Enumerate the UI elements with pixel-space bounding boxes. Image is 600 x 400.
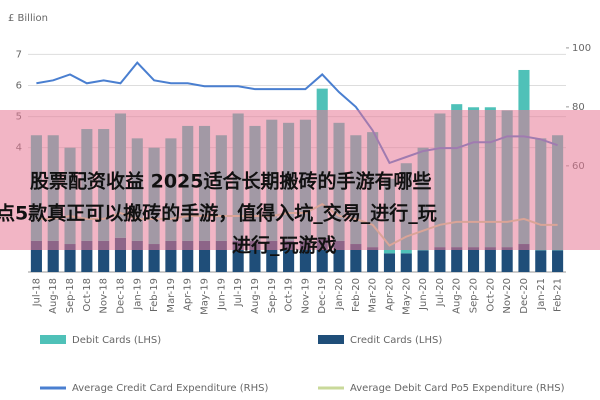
legend-label: Average Debit Card Po5 Expenditure (RHS) bbox=[350, 383, 565, 394]
x-tick-label: Sep-19 bbox=[267, 278, 278, 313]
x-tick-label: Dec-18 bbox=[115, 278, 126, 314]
bar bbox=[215, 240, 227, 272]
bar bbox=[249, 240, 261, 272]
overlay-banner bbox=[0, 110, 600, 250]
bar bbox=[283, 240, 295, 272]
bar bbox=[417, 250, 429, 272]
x-tick-label: May-20 bbox=[401, 278, 412, 315]
bar bbox=[266, 240, 278, 272]
bar bbox=[552, 250, 564, 272]
legend-label: Average Credit Card Expenditure (RHS) bbox=[72, 383, 268, 394]
x-tick-label: Feb-19 bbox=[149, 278, 160, 312]
x-tick-label: Nov-20 bbox=[502, 278, 513, 314]
x-tick-label: Jan-19 bbox=[132, 278, 143, 311]
bar bbox=[182, 240, 194, 272]
x-tick-label: Jul-20 bbox=[435, 278, 446, 307]
overlay-text: 进行_玩游戏 bbox=[232, 234, 337, 257]
x-tick-label: Oct-19 bbox=[284, 278, 295, 312]
x-tick-label: Mar-20 bbox=[368, 278, 379, 313]
x-tick-label: Apr-19 bbox=[183, 278, 194, 311]
legend-label: Debit Cards (LHS) bbox=[72, 335, 161, 346]
overlay-text: 点5款真正可以搬砖的手游，值得入坑_交易_进行_玩 bbox=[0, 202, 437, 225]
bar bbox=[198, 240, 211, 272]
x-tick-label: Aug-18 bbox=[48, 278, 59, 314]
x-tick-label: Jun-19 bbox=[216, 278, 227, 311]
bar bbox=[232, 240, 244, 272]
legend-label: Credit Cards (LHS) bbox=[350, 335, 442, 346]
x-tick-label: Aug-20 bbox=[452, 278, 463, 314]
x-tick-label: Nov-18 bbox=[99, 278, 110, 314]
bar bbox=[467, 247, 480, 272]
bar bbox=[535, 250, 547, 272]
y2-tick-label: 80 bbox=[572, 102, 585, 113]
bar bbox=[350, 244, 362, 272]
bar bbox=[81, 240, 93, 272]
bar bbox=[451, 247, 463, 272]
legend-swatch bbox=[40, 335, 66, 344]
x-tick-label: Nov-19 bbox=[300, 278, 311, 314]
bar bbox=[299, 240, 311, 272]
x-tick-label: Oct-18 bbox=[82, 278, 93, 312]
x-tick-label: Feb-20 bbox=[351, 278, 362, 312]
bar bbox=[383, 253, 396, 272]
y-axis-label: £ Billion bbox=[8, 13, 48, 24]
x-tick-label: May-19 bbox=[200, 278, 211, 315]
bar bbox=[148, 244, 160, 272]
x-tick-label: Aug-19 bbox=[250, 278, 261, 314]
bar bbox=[316, 237, 328, 272]
bar bbox=[518, 244, 530, 272]
x-tick-label: Sep-18 bbox=[65, 278, 76, 313]
bar bbox=[333, 240, 345, 272]
x-tick-label: Sep-20 bbox=[469, 278, 480, 313]
bar bbox=[165, 240, 177, 272]
x-tick-label: Mar-19 bbox=[166, 278, 177, 313]
bar bbox=[484, 247, 496, 272]
x-tick-label: Dec-19 bbox=[317, 278, 328, 314]
y-tick-label: 7 bbox=[16, 49, 22, 60]
x-tick-label: Jan-20 bbox=[334, 278, 345, 311]
bar bbox=[98, 240, 110, 272]
x-tick-label: Oct-20 bbox=[485, 278, 496, 312]
bar bbox=[367, 247, 379, 272]
bar bbox=[64, 244, 76, 272]
x-tick-label: Apr-20 bbox=[384, 278, 395, 311]
x-tick-label: Jul-18 bbox=[31, 278, 42, 307]
x-tick-label: Feb-21 bbox=[553, 278, 564, 312]
x-tick-label: Jun-20 bbox=[418, 278, 429, 311]
overlay-text: 股票配资收益 2025适合长期搬砖的手游有哪些 bbox=[30, 170, 432, 193]
bar bbox=[400, 253, 412, 272]
x-tick-label: Jan-21 bbox=[536, 278, 547, 311]
bar bbox=[131, 240, 143, 272]
bar bbox=[434, 247, 446, 272]
bar bbox=[47, 240, 59, 272]
bar bbox=[501, 247, 513, 272]
y2-tick-label: 100 bbox=[572, 43, 591, 54]
bar bbox=[114, 237, 127, 272]
bar bbox=[30, 240, 42, 272]
legend-swatch bbox=[318, 335, 344, 344]
x-tick-label: Jul-19 bbox=[233, 278, 244, 307]
y-tick-label: 6 bbox=[16, 81, 22, 92]
x-tick-label: Dec-20 bbox=[519, 278, 530, 314]
